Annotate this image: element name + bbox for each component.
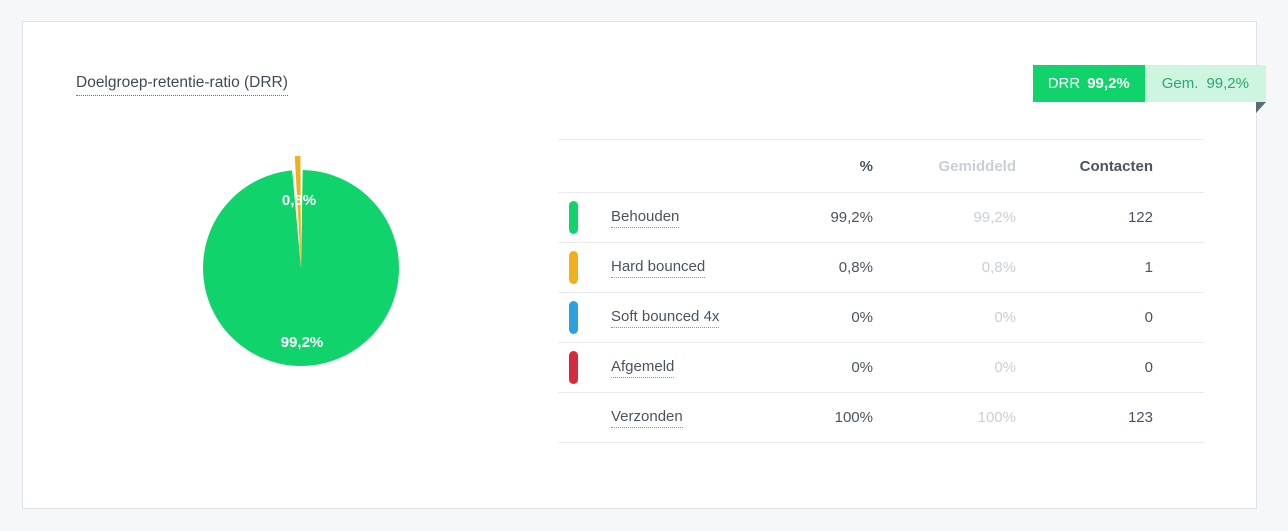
pie-label-behouden: 99,2% — [281, 334, 324, 351]
row-label-cell: Hard bounced — [611, 258, 723, 278]
table-row: Hard bounced 0,8% 0,8% 1 — [558, 243, 1204, 293]
retention-pie-svg: 0,8% 99,2% — [203, 156, 399, 366]
table-body: Behouden 99,2% 99,2% 122 Hard bounced 0,8% 0,8… — [558, 193, 1204, 443]
pie-label-hard-bounced: 0,8% — [282, 192, 316, 209]
row-swatch-cell — [558, 351, 611, 384]
table-row: Behouden 99,2% 99,2% 122 — [558, 193, 1204, 243]
cell-average: 0% — [994, 359, 1016, 376]
table-row: Soft bounced 4x 0% 0% 0 — [558, 293, 1204, 343]
drr-ribbon: DRR 99,2% Gem. 99,2% — [1032, 65, 1266, 102]
row-label[interactable]: Hard bounced — [611, 258, 706, 278]
cell-contacts: 0 — [1144, 309, 1153, 326]
row-label[interactable]: Afgemeld — [611, 358, 675, 378]
cell-contacts: 0 — [1144, 359, 1153, 376]
row-swatch-cell — [558, 201, 611, 234]
header-average: Gemiddeld — [938, 157, 1016, 175]
average-badge-value: 99,2% — [1206, 75, 1249, 92]
cell-percent: 0% — [851, 359, 873, 376]
ribbon-fold-icon — [1256, 102, 1266, 113]
row-color-swatch — [569, 201, 578, 234]
row-swatch-cell — [558, 301, 611, 334]
row-label-cell: Behouden — [611, 208, 723, 228]
row-label-cell: Afgemeld — [611, 358, 723, 378]
row-label[interactable]: Verzonden — [611, 408, 683, 428]
cell-contacts: 122 — [1127, 209, 1153, 226]
cell-average: 99,2% — [973, 209, 1016, 226]
retention-pie-chart: 0,8% 99,2% — [181, 148, 421, 388]
row-color-swatch — [569, 301, 578, 334]
row-label[interactable]: Soft bounced 4x — [611, 308, 720, 328]
row-label[interactable]: Behouden — [611, 208, 680, 228]
cell-average: 0,8% — [981, 259, 1016, 276]
drr-badge-value: 99,2% — [1087, 75, 1130, 92]
card-title[interactable]: Doelgroep-retentie-ratio (DRR) — [76, 74, 288, 96]
table-header-row: % Gemiddeld Contacten — [558, 139, 1204, 193]
drr-badge: DRR 99,2% — [1032, 65, 1145, 102]
cell-percent: 99,2% — [830, 209, 873, 226]
cell-percent: 100% — [834, 409, 873, 426]
cell-average: 100% — [977, 409, 1016, 426]
retention-card: Doelgroep-retentie-ratio (DRR) DRR 99,2%… — [22, 21, 1266, 509]
header-percent: % — [859, 157, 873, 175]
cell-percent: 0,8% — [838, 259, 873, 276]
cell-average: 0% — [994, 309, 1016, 326]
pie-slice-hard-bounced[interactable] — [294, 156, 301, 268]
stats-table: % Gemiddeld Contacten Behouden 99,2% 99,2%… — [558, 139, 1204, 443]
row-label-cell: Soft bounced 4x — [611, 308, 723, 328]
cell-contacts: 123 — [1127, 409, 1153, 426]
cell-contacts: 1 — [1144, 259, 1153, 276]
row-color-swatch — [569, 351, 578, 384]
cell-percent: 0% — [851, 309, 873, 326]
header-contacts: Contacten — [1079, 157, 1153, 175]
average-badge-label: Gem. — [1161, 75, 1199, 92]
average-badge: Gem. 99,2% — [1144, 65, 1266, 102]
drr-badge-label: DRR — [1047, 75, 1081, 92]
table-row: Afgemeld 0% 0% 0 — [558, 343, 1204, 393]
table-row: Verzonden 100% 100% 123 — [558, 393, 1204, 443]
row-swatch-cell — [558, 251, 611, 284]
row-color-swatch — [569, 251, 578, 284]
row-label-cell: Verzonden — [611, 408, 723, 428]
